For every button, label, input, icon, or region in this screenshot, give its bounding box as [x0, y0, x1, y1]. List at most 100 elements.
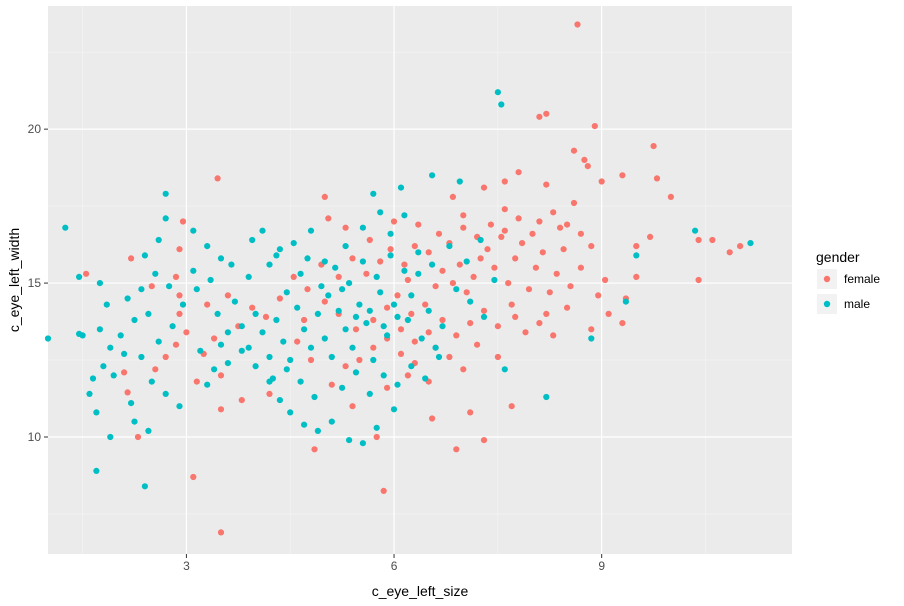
- point-male: [179, 301, 187, 308]
- point-male: [429, 261, 436, 268]
- point-female: [557, 224, 564, 231]
- point-male: [62, 224, 69, 231]
- point-female: [148, 283, 155, 290]
- point-male: [415, 270, 422, 277]
- point-female: [584, 163, 591, 170]
- point-female: [276, 295, 283, 302]
- point-female: [605, 310, 612, 317]
- legend-title: gender: [816, 249, 860, 265]
- point-male: [498, 101, 505, 108]
- point-female: [501, 206, 508, 213]
- point-male: [314, 310, 321, 317]
- point-male: [456, 178, 463, 185]
- point-female: [404, 372, 411, 379]
- point-female: [494, 323, 501, 330]
- point-female: [536, 320, 543, 327]
- point-female: [394, 292, 401, 299]
- point-male: [155, 338, 162, 345]
- point-male: [197, 347, 204, 354]
- point-male: [266, 353, 273, 361]
- point-female: [390, 218, 398, 225]
- point-male: [145, 310, 152, 317]
- point-male: [390, 406, 398, 413]
- point-male: [148, 378, 155, 385]
- point-female: [570, 199, 578, 207]
- point-male: [266, 261, 273, 268]
- point-female: [121, 369, 128, 376]
- point-female: [446, 353, 453, 361]
- point-male: [224, 360, 231, 367]
- point-male: [370, 356, 377, 364]
- point-female: [560, 246, 567, 253]
- point-female: [432, 283, 439, 290]
- point-male: [404, 316, 411, 324]
- point-male: [377, 289, 384, 296]
- point-female: [619, 320, 626, 327]
- point-female: [262, 313, 270, 320]
- point-male: [252, 310, 259, 317]
- point-male: [692, 227, 699, 234]
- point-female: [574, 21, 581, 28]
- point-female: [695, 236, 702, 244]
- point-male: [100, 363, 107, 370]
- point-male: [380, 372, 387, 379]
- point-male: [370, 190, 377, 197]
- point-male: [162, 215, 169, 222]
- point-male: [238, 323, 245, 330]
- point-male: [318, 283, 325, 290]
- point-female: [532, 264, 540, 271]
- point-female: [363, 270, 370, 277]
- point-female: [515, 215, 522, 222]
- point-male: [214, 310, 221, 317]
- point-male: [397, 184, 405, 191]
- point-male: [339, 384, 346, 391]
- point-female: [307, 356, 315, 364]
- point-female: [411, 243, 418, 250]
- point-female: [512, 313, 519, 320]
- point-female: [193, 378, 200, 385]
- point-male: [273, 316, 280, 324]
- legend-label-male: male: [844, 297, 870, 311]
- point-female: [425, 249, 432, 256]
- point-female: [349, 403, 356, 410]
- point-male: [491, 276, 498, 284]
- point-male: [346, 280, 353, 287]
- point-male: [231, 298, 238, 305]
- point-male: [373, 273, 380, 280]
- point-male: [321, 258, 328, 265]
- point-female: [377, 258, 384, 265]
- point-female: [588, 243, 595, 250]
- point-male: [432, 344, 439, 351]
- point-female: [647, 233, 654, 240]
- point-male: [245, 344, 252, 351]
- point-male: [141, 483, 148, 490]
- point-male: [96, 280, 103, 287]
- point-female: [737, 243, 744, 250]
- point-male: [418, 335, 425, 342]
- point-female: [653, 175, 661, 182]
- point-female: [460, 212, 467, 219]
- point-female: [564, 221, 571, 228]
- point-male: [190, 227, 197, 234]
- point-male: [352, 313, 360, 320]
- point-male: [117, 332, 124, 339]
- point-male: [259, 227, 266, 234]
- point-male: [366, 390, 373, 397]
- point-female: [321, 193, 328, 200]
- point-female: [397, 350, 405, 357]
- point-female: [290, 273, 297, 280]
- point-female: [595, 292, 602, 299]
- point-male: [287, 409, 294, 416]
- point-female: [543, 181, 550, 188]
- point-male: [162, 190, 169, 197]
- point-male: [356, 301, 363, 308]
- x-axis-title: c_eye_left_size: [372, 583, 469, 599]
- point-female: [214, 175, 221, 182]
- point-male: [335, 307, 342, 314]
- point-female: [380, 487, 387, 494]
- point-male: [294, 304, 301, 311]
- point-male: [390, 301, 398, 308]
- point-male: [217, 255, 225, 262]
- y-tick-label: 15: [28, 276, 42, 290]
- point-female: [505, 280, 512, 287]
